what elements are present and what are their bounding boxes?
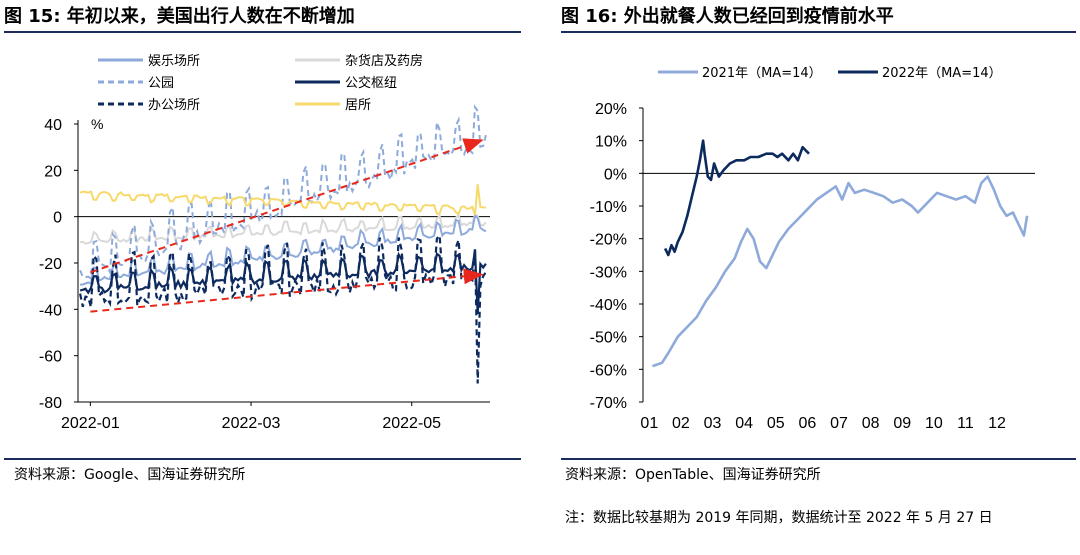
y-tick-label: 10% xyxy=(595,134,627,151)
x-tick-label: 2022-05 xyxy=(382,415,441,432)
legend-label: 2021年（MA=14） xyxy=(702,66,822,81)
legend-label: 公园 xyxy=(148,76,174,91)
x-tick-label: 11 xyxy=(957,415,974,432)
figure16-top-rule xyxy=(561,31,1076,33)
legend-label: 公交枢纽 xyxy=(345,75,397,91)
x-tick-label: 06 xyxy=(798,415,816,432)
figure15-bottom-rule xyxy=(4,458,521,460)
figure16-title: 图 16: 外出就餐人数已经回到疫情前水平 xyxy=(561,6,894,27)
x-tick-label: 10 xyxy=(925,415,943,432)
series-line-居所 xyxy=(79,184,486,216)
y-tick-label: -70% xyxy=(590,395,627,412)
figure15-title: 图 15: 年初以来，美国出行人数在不断增加 xyxy=(4,6,355,27)
y-tick-label: 0 xyxy=(53,210,62,227)
x-tick-label: 12 xyxy=(988,415,1006,432)
figure15-top-rule xyxy=(4,31,521,33)
y-tick-label: -40 xyxy=(39,302,62,319)
x-tick-label: 08 xyxy=(862,415,880,432)
y-tick-label: -20 xyxy=(39,256,62,273)
y-tick-label: 40 xyxy=(44,117,62,134)
series-line-杂货店及药房 xyxy=(79,212,487,245)
trend-arrow xyxy=(90,138,484,274)
x-tick-label: 2022-03 xyxy=(222,415,281,432)
legend-label: 杂货店及药房 xyxy=(345,53,423,69)
figure16-bottom-rule xyxy=(561,458,1076,460)
y-tick-label: 20 xyxy=(44,163,62,180)
series-line-娱乐场所 xyxy=(79,213,487,286)
figure16-note: 注：数据比较基期为 2019 年同期，数据统计至 2022 年 5 月 27 日 xyxy=(565,510,993,526)
legend-label: 办公场所 xyxy=(148,98,200,113)
x-tick-label: 05 xyxy=(767,415,785,432)
series-line-2022年（MA=14） xyxy=(663,139,810,257)
y-tick-label: -40% xyxy=(590,297,627,314)
y-tick-label: -20% xyxy=(590,232,627,249)
series-line-2021年（MA=14） xyxy=(652,175,1029,368)
x-tick-label: 09 xyxy=(893,415,911,432)
x-tick-label: 03 xyxy=(704,415,722,432)
y-tick-label: -80 xyxy=(39,395,62,412)
y-tick-label: -50% xyxy=(590,330,627,347)
y-tick-label: 0% xyxy=(604,166,627,183)
x-tick-label: 04 xyxy=(735,415,753,432)
y-tick-label: -10% xyxy=(590,199,627,216)
figure15-source: 资料来源：Google、国海证券研究所 xyxy=(14,467,246,483)
series-line-办公场所 xyxy=(79,232,487,384)
trend-arrow xyxy=(90,268,484,313)
x-tick-label: 07 xyxy=(830,415,848,432)
y-tick-label: -60 xyxy=(39,349,62,366)
legend-label: 娱乐场所 xyxy=(148,54,200,69)
y-tick-label: -30% xyxy=(590,264,627,281)
y-tick-label: 20% xyxy=(595,101,627,118)
x-tick-label: 02 xyxy=(672,415,690,432)
legend-label: 2022年（MA=14） xyxy=(882,66,1002,81)
x-tick-label: 2022-01 xyxy=(61,415,120,432)
y-tick-label: -60% xyxy=(590,362,627,379)
y-unit-label: % xyxy=(91,116,103,132)
legend-label: 居所 xyxy=(345,98,371,113)
x-tick-label: 01 xyxy=(640,415,658,432)
figure16-source: 资料来源：OpenTable、国海证券研究所 xyxy=(565,467,821,483)
